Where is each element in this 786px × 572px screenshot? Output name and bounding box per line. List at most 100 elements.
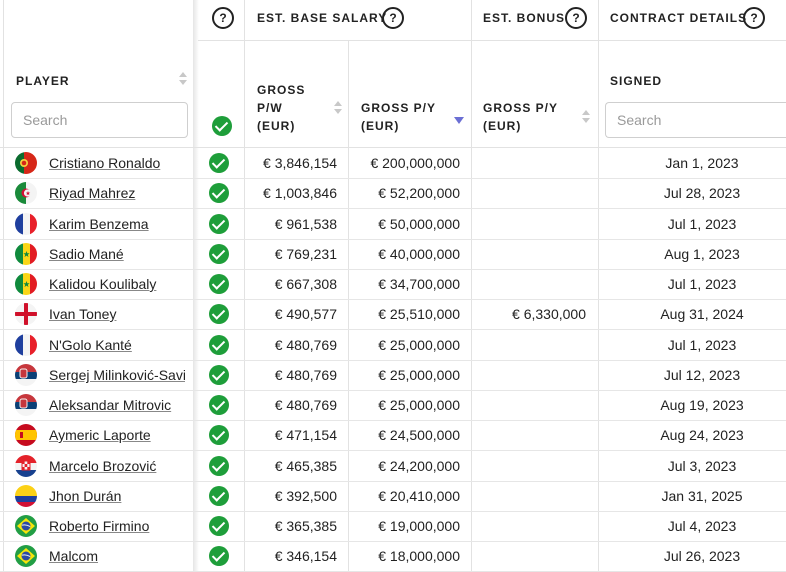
table-row[interactable]: Jhon Durán € 392,500 € 20,410,000 Jan 31… <box>0 481 786 512</box>
player-name-link[interactable]: Aleksandar Mitrovic <box>49 397 172 413</box>
verified-check-icon <box>209 546 229 566</box>
row-divider <box>0 208 786 209</box>
col-divider <box>244 0 245 572</box>
gross-py-cell: € 18,000,000 <box>378 548 460 564</box>
gross-py-cell: € 34,700,000 <box>378 276 460 292</box>
table-row[interactable]: Ivan Toney € 490,577 € 25,510,000 € 6,33… <box>0 299 786 330</box>
croatia-flag-icon <box>15 455 37 477</box>
player-name-link[interactable]: Sadio Mané <box>49 246 124 262</box>
player-name-link[interactable]: Riyad Mahrez <box>49 185 136 201</box>
gross-py-cell: € 200,000,000 <box>370 155 460 171</box>
serbia-flag-icon <box>15 364 37 386</box>
sort-desc-active-icon[interactable] <box>454 117 464 124</box>
gross-pw-cell: € 346,154 <box>274 548 337 564</box>
column-header-gross-pw[interactable]: GROSS P/W (EUR) <box>257 83 306 133</box>
france-flag-icon <box>15 213 37 235</box>
gross-py-cell: € 20,410,000 <box>378 488 460 504</box>
signed-search-input[interactable] <box>605 102 786 138</box>
player-name-link[interactable]: Karim Benzema <box>49 216 149 232</box>
player-name-link[interactable]: Jhon Durán <box>49 488 122 504</box>
england-flag-icon <box>15 303 37 325</box>
senegal-flag-icon <box>15 243 37 265</box>
table-row[interactable]: N'Golo Kanté € 480,769 € 25,000,000 Jul … <box>0 330 786 361</box>
gross-pw-cell: € 1,003,846 <box>263 185 337 201</box>
table-row[interactable]: Malcom € 346,154 € 18,000,000 Jul 26, 20… <box>0 541 786 572</box>
header-divider <box>198 40 786 41</box>
signed-date-cell: Jul 12, 2023 <box>663 367 741 383</box>
verified-check-icon <box>209 516 229 536</box>
row-divider <box>0 329 786 330</box>
help-icon[interactable]: ? <box>565 7 587 29</box>
gross-py-cell: € 24,500,000 <box>378 427 460 443</box>
table-row[interactable]: Sergej Milinković-Savić € 480,769 € 25,0… <box>0 360 786 391</box>
spain-flag-icon <box>15 424 37 446</box>
senegal-flag-icon <box>15 273 37 295</box>
header-bottom-border <box>0 147 786 148</box>
table-row[interactable]: Aymeric Laporte € 471,154 € 24,500,000 A… <box>0 420 786 451</box>
verified-check-icon <box>212 116 232 136</box>
player-name-link[interactable]: Cristiano Ronaldo <box>49 155 161 171</box>
verified-check-icon <box>209 486 229 506</box>
row-divider <box>0 450 786 451</box>
player-name-link[interactable]: Malcom <box>49 548 99 564</box>
serbia-flag-icon <box>15 394 37 416</box>
brazil-flag-icon <box>15 515 37 537</box>
gross-pw-cell: € 471,154 <box>274 427 337 443</box>
verified-check-icon <box>209 335 229 355</box>
player-name-link[interactable]: Marcelo Brozović <box>49 458 157 474</box>
table-row[interactable]: Sadio Mané € 769,231 € 40,000,000 Aug 1,… <box>0 239 786 270</box>
sort-icon[interactable] <box>582 110 590 126</box>
col-divider <box>598 0 599 572</box>
verified-check-icon <box>209 183 229 203</box>
help-icon[interactable]: ? <box>382 7 404 29</box>
table-row[interactable]: Cristiano Ronaldo € 3,846,154 € 200,000,… <box>0 148 786 179</box>
column-header-gross-py[interactable]: GROSS P/Y (EUR) <box>361 101 437 133</box>
column-header-bonus-py[interactable]: GROSS P/Y (EUR) <box>483 101 559 133</box>
signed-date-cell: Aug 24, 2023 <box>660 427 744 443</box>
table-row[interactable]: Aleksandar Mitrovic € 480,769 € 25,000,0… <box>0 390 786 421</box>
row-divider <box>0 299 786 300</box>
table-row[interactable]: Kalidou Koulibaly € 667,308 € 34,700,000… <box>0 269 786 300</box>
col-divider <box>471 0 472 572</box>
table-row[interactable]: Roberto Firmino € 365,385 € 19,000,000 J… <box>0 511 786 542</box>
gross-pw-cell: € 961,538 <box>274 216 337 232</box>
player-name-link[interactable]: Kalidou Koulibaly <box>49 276 157 292</box>
table-row[interactable]: Karim Benzema € 961,538 € 50,000,000 Jul… <box>0 209 786 240</box>
verified-check-icon <box>209 365 229 385</box>
gross-py-cell: € 50,000,000 <box>378 216 460 232</box>
row-divider <box>0 511 786 512</box>
gross-pw-cell: € 667,308 <box>274 276 337 292</box>
signed-date-cell: Jul 1, 2023 <box>667 216 737 232</box>
row-divider <box>0 269 786 270</box>
row-divider <box>0 178 786 179</box>
gross-py-cell: € 25,000,000 <box>378 397 460 413</box>
signed-date-cell: Aug 1, 2023 <box>664 246 740 262</box>
sort-icon[interactable] <box>334 101 342 117</box>
verified-check-icon <box>209 395 229 415</box>
player-name-link[interactable]: N'Golo Kanté <box>49 337 132 353</box>
verified-check-icon <box>209 274 229 294</box>
gross-py-cell: € 25,000,000 <box>378 337 460 353</box>
table-row[interactable]: Riyad Mahrez € 1,003,846 € 52,200,000 Ju… <box>0 178 786 209</box>
column-header-player[interactable]: PLAYER <box>16 74 70 88</box>
group-header-base-salary: EST. BASE SALARY <box>257 11 388 25</box>
sort-icon[interactable] <box>179 72 187 88</box>
help-icon[interactable]: ? <box>743 7 765 29</box>
bonus-py-cell: € 6,330,000 <box>512 306 586 322</box>
signed-date-cell: Jul 4, 2023 <box>667 518 737 534</box>
gross-py-cell: € 25,510,000 <box>378 306 460 322</box>
table-row[interactable]: Marcelo Brozović € 465,385 € 24,200,000 … <box>0 451 786 482</box>
signed-date-cell: Jan 1, 2023 <box>665 155 739 171</box>
player-search-input[interactable] <box>11 102 188 138</box>
signed-date-cell: Aug 19, 2023 <box>660 397 744 413</box>
column-header-signed[interactable]: SIGNED <box>610 74 663 88</box>
help-icon[interactable]: ? <box>212 7 234 29</box>
france-flag-icon <box>15 334 37 356</box>
verified-check-icon <box>209 304 229 324</box>
player-name-link[interactable]: Aymeric Laporte <box>49 427 151 443</box>
player-name-link[interactable]: Sergej Milinković-Savić <box>49 367 185 383</box>
player-name-link[interactable]: Ivan Toney <box>49 306 117 322</box>
player-name-link[interactable]: Roberto Firmino <box>49 518 150 534</box>
gross-pw-cell: € 365,385 <box>274 518 337 534</box>
